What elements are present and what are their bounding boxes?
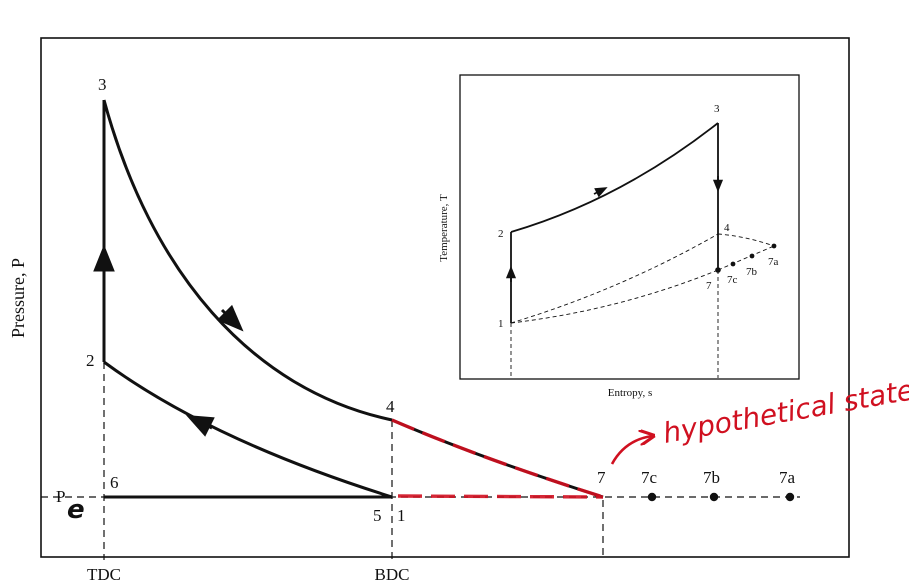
inset-frame: [459, 74, 800, 380]
annotation-text: hypothetical state: [660, 373, 909, 450]
plot-frame: [40, 37, 850, 558]
inset-x-label: Entropy, s: [608, 387, 653, 399]
inset-dash-7-7a: [717, 245, 775, 271]
inset-ts-diagram: Temperature, T Entropy, s 1 2 3 4 7 7c 7…: [438, 74, 800, 399]
pv-label-6: 6: [110, 473, 119, 492]
pv-label-2: 2: [86, 351, 95, 370]
inset-label-7c: 7c: [727, 274, 738, 286]
y-axis-label: Pressure, P: [8, 258, 28, 338]
inset-dot-7a: [771, 243, 777, 249]
x-tick-bdc: BDC: [375, 565, 410, 584]
pv-label-4: 4: [386, 397, 395, 416]
dot-7a: [785, 492, 795, 502]
inset-label-7b: 7b: [746, 266, 758, 278]
pv-label-1: 1: [397, 506, 406, 525]
inset-label-4: 4: [724, 222, 730, 234]
pe-subscript: e: [67, 495, 85, 525]
expansion-3-4: [102, 99, 393, 422]
red-dash-expansion: [391, 418, 604, 499]
x-tick-tdc: TDC: [87, 565, 121, 584]
inset-dash-4-7a: [717, 233, 775, 247]
inset-label-2: 2: [498, 228, 504, 240]
pv-label-7: 7: [597, 468, 606, 487]
inset-dot-7b: [749, 253, 755, 259]
pv-label-7a: 7a: [779, 468, 796, 487]
inset-label-7a: 7a: [768, 256, 779, 268]
dot-7b: [709, 492, 719, 502]
inset-dash-1-4: [510, 233, 719, 324]
arrow-expansion: [216, 304, 244, 332]
inset-process-2-3: [510, 122, 719, 233]
pv-label-3: 3: [98, 75, 107, 94]
arrow-compression: [185, 414, 215, 437]
pv-label-7c: 7c: [641, 468, 658, 487]
inset-dash-1-7: [510, 269, 719, 324]
annotation-arrow: [610, 436, 652, 465]
inset-arrow-2-3: [593, 187, 608, 198]
pv-label-5: 5: [373, 506, 382, 525]
pv-label-7b: 7b: [703, 468, 720, 487]
inset-y-label: Temperature, T: [438, 194, 450, 262]
inset-label-3: 3: [714, 103, 720, 115]
compression-1-2: [103, 360, 393, 499]
red-dash-exhaust: [397, 494, 604, 499]
inset-dot-7: [715, 267, 721, 273]
inset-label-7: 7: [706, 280, 712, 292]
inset-label-1: 1: [498, 318, 504, 330]
inset-dot-7c: [730, 261, 736, 267]
dot-7c: [647, 492, 657, 502]
pe-label: P: [56, 487, 65, 506]
